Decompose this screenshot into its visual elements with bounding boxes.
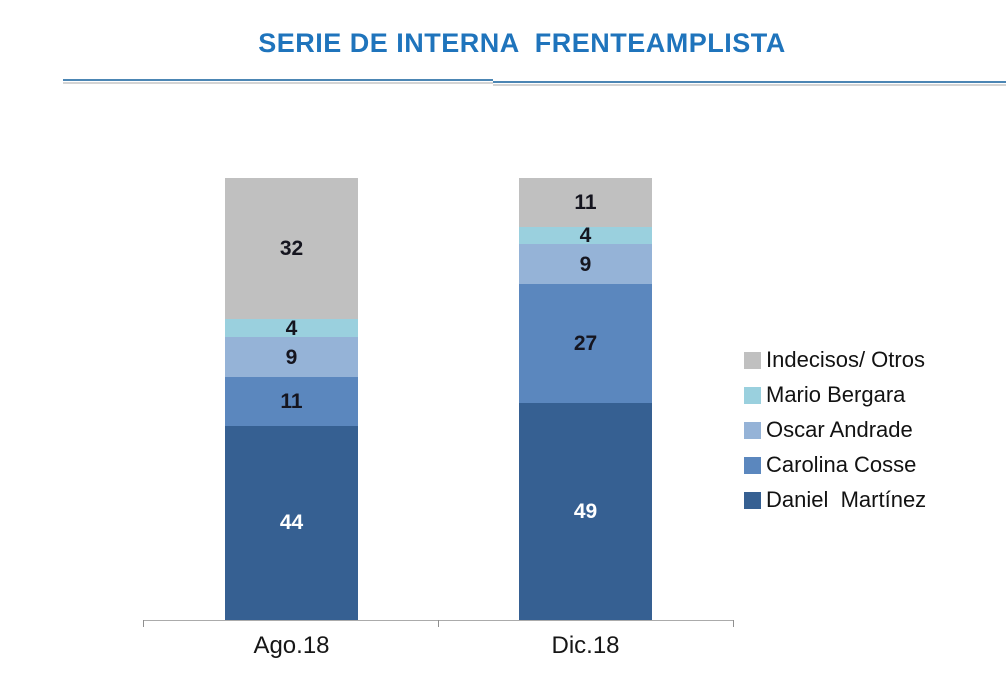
legend-swatch-icon (744, 456, 761, 474)
bar-segment: 11 (519, 178, 652, 227)
data-label: 11 (280, 389, 303, 413)
legend-label: Mario Bergara (766, 382, 906, 407)
legend-label: Oscar Andrade (766, 417, 913, 442)
data-label: 27 (573, 332, 598, 356)
legend-label: Indecisos/ Otros (766, 347, 925, 372)
bar-segment: 49 (519, 403, 652, 620)
legend-item: Carolina Cosse (744, 454, 926, 476)
bar-segment: 9 (225, 337, 358, 377)
data-label: 49 (573, 500, 598, 524)
chart-title: SERIE DE INTERNA FRENTEAMPLISTA (258, 28, 786, 58)
legend-swatch-icon (744, 491, 761, 509)
data-label: 9 (285, 345, 298, 369)
title-divider-right (493, 81, 1006, 87)
x-axis-tick (733, 620, 734, 627)
bar-segment: 4 (225, 316, 358, 340)
bar-segment: 9 (519, 244, 652, 285)
legend-item: Oscar Andrade (744, 419, 926, 441)
data-label: 11 (574, 190, 597, 214)
divider-gray-line (63, 82, 493, 84)
bar-segment: 27 (519, 284, 652, 404)
data-label: 32 (279, 237, 304, 261)
legend-swatch-icon (744, 351, 761, 369)
stacked-bar-Dic.18: 49 27 9 4 11 (519, 178, 652, 620)
data-label: 9 (579, 252, 592, 276)
bar-segment: 11 (225, 376, 358, 426)
x-axis-tick (143, 620, 144, 627)
legend-label: Daniel Martínez (766, 487, 927, 512)
category-label: Ago.18 (253, 632, 330, 659)
data-label: 4 (579, 224, 592, 247)
stacked-bar-Ago.18: 44 11 9 4 32 (225, 178, 358, 620)
legend: Indecisos/ Otros Mario Bergara Oscar Andra… (744, 349, 926, 511)
title-divider-left (63, 79, 493, 85)
divider-blue-line (63, 79, 493, 81)
legend-label: Carolina Cosse (766, 452, 917, 477)
divider-gray-line (493, 84, 1006, 86)
legend-item: Daniel Martínez (744, 489, 926, 511)
legend-item: Indecisos/ Otros (744, 349, 926, 371)
legend-item: Mario Bergara (744, 384, 926, 406)
legend-swatch-icon (744, 421, 761, 439)
divider-blue-line (493, 81, 1006, 83)
legend-swatch-icon (744, 386, 761, 404)
x-axis-tick (438, 620, 439, 627)
bar-segment: 32 (225, 178, 358, 320)
bar-segment: 44 (225, 425, 358, 620)
data-label: 44 (279, 511, 304, 535)
data-label: 4 (285, 316, 298, 340)
category-label: Dic.18 (551, 632, 620, 659)
bar-segment: 4 (519, 224, 652, 247)
